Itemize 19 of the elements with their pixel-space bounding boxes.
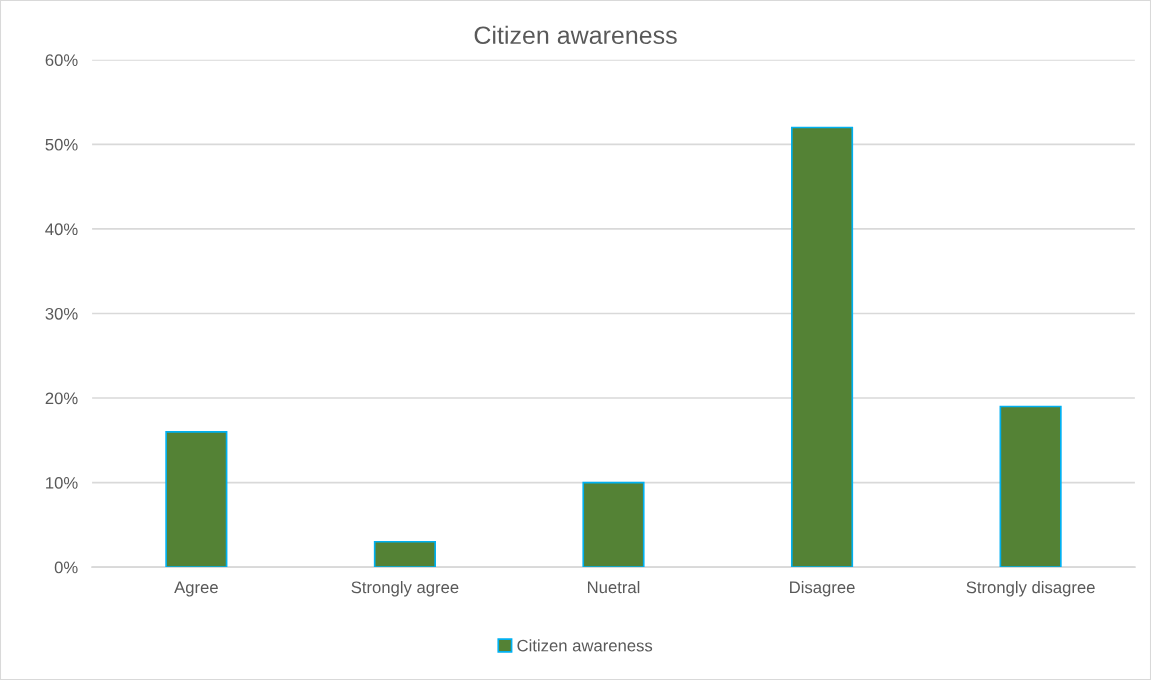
y-tick-label: 0% — [54, 561, 78, 574]
y-tick-label: 40% — [45, 223, 78, 236]
x-tick-label: Strongly disagree — [966, 581, 1095, 597]
x-tick-label: Agree — [174, 581, 218, 597]
y-tick-label: 30% — [45, 307, 78, 320]
legend-label: Citizen awareness — [517, 639, 653, 652]
chart-title: Citizen awareness — [474, 25, 677, 45]
x-tick-label: Disagree — [790, 581, 855, 597]
x-tick-label: Nuetral — [587, 581, 640, 594]
y-tick-label: 50% — [45, 138, 78, 151]
bar — [999, 405, 1062, 568]
y-tick-label: 10% — [46, 476, 78, 489]
bar — [165, 431, 228, 568]
bar — [582, 481, 645, 568]
y-tick-label: 60% — [45, 54, 78, 67]
bar — [373, 540, 436, 568]
bar — [790, 126, 854, 568]
x-tick-label: Strongly agree — [351, 581, 459, 597]
y-tick-label: 20% — [45, 392, 78, 405]
